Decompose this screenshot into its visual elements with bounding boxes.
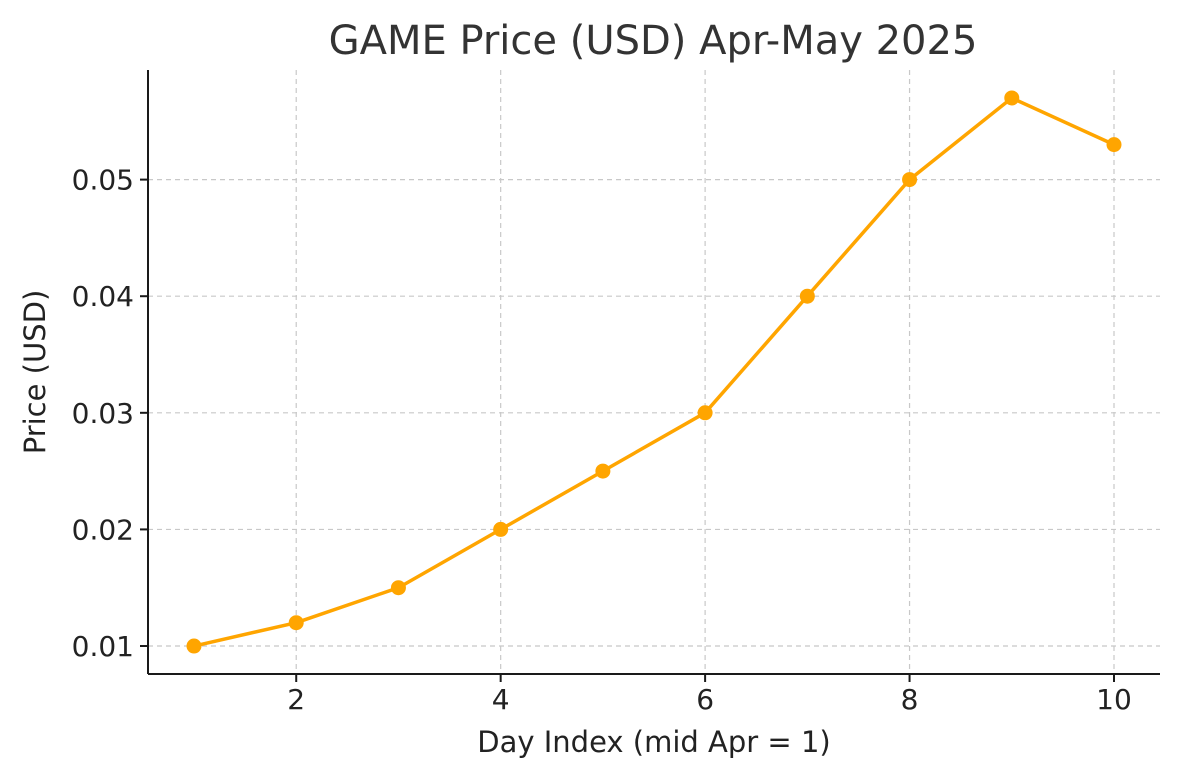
y-tick-label: 0.01: [72, 630, 134, 663]
data-point: [288, 615, 304, 631]
y-tick-label: 0.05: [72, 164, 134, 197]
data-point: [1106, 137, 1122, 153]
x-tick-label: 4: [492, 683, 510, 716]
x-tick-label: 10: [1096, 683, 1132, 716]
y-tick-label: 0.03: [72, 397, 134, 430]
data-point: [493, 521, 509, 537]
series-line: [193, 96, 1115, 648]
grid: [148, 70, 1160, 674]
y-tick-label: 0.02: [72, 513, 134, 546]
data-point: [1004, 90, 1020, 106]
data-point: [595, 463, 611, 479]
y-axis-ticks: 0.01 0.02 0.03 0.04 0.05: [72, 164, 148, 663]
data-point: [390, 580, 406, 596]
y-axis-label: Price (USD): [18, 290, 52, 455]
x-axis-label: Day Index (mid Apr = 1): [477, 725, 830, 759]
series-layer: [186, 90, 1122, 654]
data-point: [697, 405, 713, 421]
x-tick-label: 6: [696, 683, 714, 716]
chart-title: GAME Price (USD) Apr-May 2025: [329, 18, 978, 64]
x-tick-label: 8: [901, 683, 919, 716]
y-tick-label: 0.04: [72, 280, 134, 313]
data-point: [902, 172, 918, 188]
x-tick-label: 2: [287, 683, 305, 716]
data-point: [799, 288, 815, 304]
x-axis-ticks: 2 4 6 8 10: [287, 674, 1132, 716]
data-point: [186, 638, 202, 654]
